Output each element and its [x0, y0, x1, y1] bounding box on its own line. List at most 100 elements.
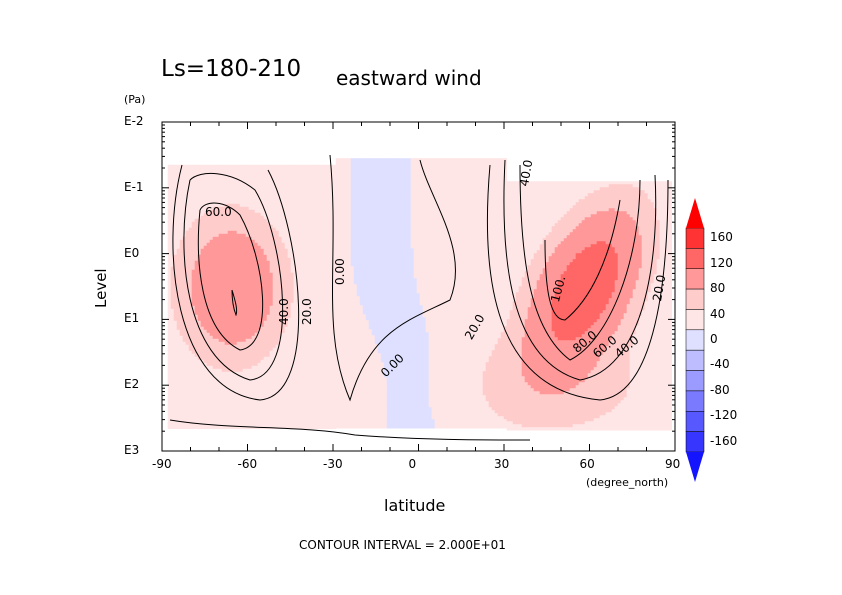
field-cell: [218, 218, 222, 223]
field-cell: [233, 227, 237, 232]
field-cell: [188, 182, 192, 187]
field-cell: [242, 170, 246, 175]
field-cell: [170, 410, 174, 415]
field-cell: [317, 185, 321, 190]
field-cell: [215, 275, 219, 280]
field-cell: [269, 263, 273, 268]
field-cell: [272, 290, 276, 295]
field-cell: [167, 284, 171, 289]
field-cell: [257, 419, 261, 424]
field-cell: [272, 242, 276, 247]
field-cell: [308, 185, 312, 190]
field-cell: [281, 257, 285, 262]
field-cell: [212, 218, 216, 223]
field-cell: [215, 254, 219, 259]
field-cell: [194, 227, 198, 232]
field-cell: [200, 203, 204, 208]
field-cell: [221, 365, 225, 370]
field-cell: [260, 215, 264, 220]
field-cell: [182, 296, 186, 301]
field-cell: [254, 269, 258, 274]
field-cell: [299, 212, 303, 217]
field-cell: [239, 407, 243, 412]
field-cell: [224, 167, 228, 172]
field-cell: [218, 272, 222, 277]
field-cell: [200, 260, 204, 265]
field-cell: [260, 242, 264, 247]
field-cell: [209, 224, 213, 229]
field-cell: [191, 419, 195, 424]
field-cell: [278, 371, 282, 376]
field-cell: [185, 386, 189, 391]
field-cell: [251, 389, 255, 394]
field-cell: [320, 314, 324, 319]
field-cell: [329, 422, 333, 427]
field-cell: [230, 308, 234, 313]
field-cell: [311, 236, 315, 241]
field-cell: [302, 392, 306, 397]
field-cell: [302, 338, 306, 343]
field-cell: [257, 191, 261, 196]
field-cell: [299, 287, 303, 292]
field-cell: [290, 176, 294, 181]
field-cell: [302, 299, 306, 304]
field-cell: [191, 257, 195, 262]
field-cell: [263, 398, 267, 403]
field-cell: [257, 164, 261, 169]
field-cell: [230, 356, 234, 361]
field-cell: [269, 308, 273, 313]
field-cell: [218, 341, 222, 346]
field-cell: [242, 296, 246, 301]
field-cell: [242, 281, 246, 286]
field-cell: [302, 425, 306, 430]
field-cell: [248, 242, 252, 247]
field-cell: [281, 308, 285, 313]
field-cell: [266, 302, 270, 307]
field-cell: [290, 272, 294, 277]
field-cell: [284, 227, 288, 232]
field-cell: [182, 209, 186, 214]
field-cell: [191, 260, 195, 265]
field-cell: [320, 374, 324, 379]
field-cell: [260, 167, 264, 172]
field-cell: [281, 266, 285, 271]
field-cell: [233, 224, 237, 229]
field-cell: [245, 407, 249, 412]
field-cell: [176, 317, 180, 322]
field-cell: [260, 173, 264, 178]
field-cell: [242, 206, 246, 211]
field-cell: [278, 293, 282, 298]
field-cell: [281, 260, 285, 265]
field-cell: [194, 308, 198, 313]
field-cell: [227, 239, 231, 244]
field-cell: [269, 368, 273, 373]
field-cell: [200, 335, 204, 340]
field-cell: [332, 293, 336, 298]
field-cell: [215, 416, 219, 421]
field-cell: [332, 371, 336, 376]
field-cell: [209, 203, 213, 208]
field-cell: [182, 167, 186, 172]
field-cell: [302, 173, 306, 178]
field-cell: [266, 176, 270, 181]
field-cell: [167, 290, 171, 295]
field-cell: [185, 233, 189, 238]
field-cell: [221, 317, 225, 322]
field-cell: [230, 218, 234, 223]
field-cell: [233, 251, 237, 256]
field-cell: [335, 308, 339, 312]
field-cell: [305, 257, 309, 262]
field-cell: [305, 365, 309, 370]
field-cell: [173, 287, 177, 292]
field-cell: [332, 305, 336, 310]
field-cell: [329, 317, 333, 322]
field-cell: [206, 200, 210, 205]
field-cell: [236, 410, 240, 415]
field-cell: [251, 284, 255, 289]
field-cell: [203, 218, 207, 223]
field-cell: [308, 191, 312, 196]
field-cell: [236, 209, 240, 214]
field-cell: [275, 173, 279, 178]
field-cell: [188, 227, 192, 232]
field-cell: [239, 194, 243, 199]
